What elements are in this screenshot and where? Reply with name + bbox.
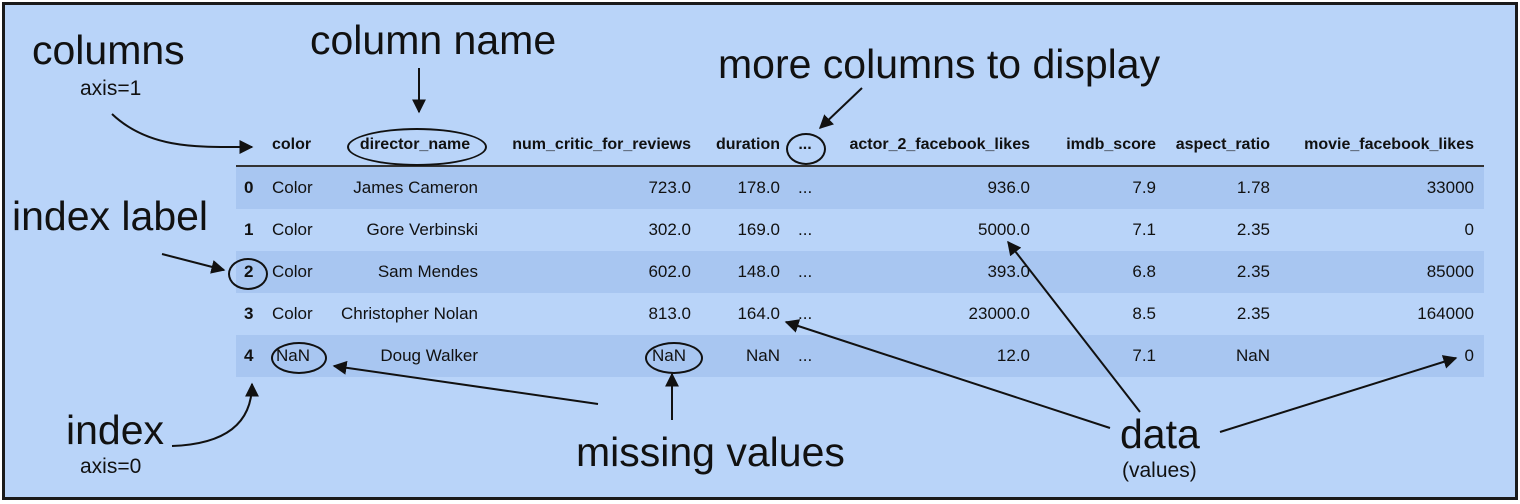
table-cell: ... bbox=[798, 220, 813, 239]
data-label: data bbox=[1120, 411, 1200, 457]
data-arrow-actor-likes bbox=[1007, 240, 1141, 413]
table-cell: ... bbox=[798, 346, 813, 365]
row-index: 0 bbox=[244, 178, 254, 197]
table-cell: Doug Walker bbox=[380, 346, 478, 365]
table-header-row: color director_name num_critic_for_revie… bbox=[236, 125, 1484, 167]
data-values-label: (values) bbox=[1122, 459, 1197, 482]
header-ellipsis: ... bbox=[798, 136, 812, 153]
table-cell: Sam Mendes bbox=[377, 262, 478, 281]
table-cell: 7.9 bbox=[1132, 178, 1156, 197]
table-cell: 302.0 bbox=[648, 220, 691, 239]
missing-values-label: missing values bbox=[576, 429, 845, 475]
table-cell: ... bbox=[798, 178, 813, 197]
table-cell: NaN bbox=[276, 346, 311, 365]
index-label-arrow bbox=[161, 253, 226, 274]
table-cell: 602.0 bbox=[648, 262, 691, 281]
table-cell: 2.35 bbox=[1236, 262, 1270, 281]
table-row: 4 NaN Doug Walker NaN NaN ... 12.0 7.1 N… bbox=[236, 335, 1484, 377]
index-axis-label: axis=0 bbox=[80, 455, 142, 478]
missing-values-arrow-left bbox=[332, 360, 599, 405]
index-label-label: index label bbox=[12, 193, 209, 239]
table-row: 1 Color Gore Verbinski 302.0 169.0 ... 5… bbox=[236, 209, 1484, 251]
table-cell: 0 bbox=[1464, 220, 1474, 239]
table-row: 3 Color Christopher Nolan 813.0 164.0 ..… bbox=[236, 293, 1484, 335]
table-cell: ... bbox=[798, 304, 813, 323]
table-cell: ... bbox=[798, 262, 813, 281]
table-cell: NaN bbox=[745, 346, 780, 365]
table-cell: 2.35 bbox=[1236, 304, 1270, 323]
table-cell: 6.8 bbox=[1132, 262, 1156, 281]
table-cell: 33000 bbox=[1426, 178, 1474, 197]
table-cell: 813.0 bbox=[648, 304, 691, 323]
dataframe-table: color director_name num_critic_for_revie… bbox=[236, 125, 1484, 377]
table-cell: Color bbox=[272, 262, 313, 281]
data-arrow-duration bbox=[784, 319, 1111, 429]
table-cell: 169.0 bbox=[737, 220, 780, 239]
table-cell: Color bbox=[272, 178, 313, 197]
header-duration: duration bbox=[716, 136, 780, 153]
table-cell: Christopher Nolan bbox=[340, 304, 478, 323]
table-cell: Color bbox=[272, 304, 313, 323]
table-cell: 723.0 bbox=[648, 178, 691, 197]
header-num-critic-for-reviews: num_critic_for_reviews bbox=[512, 136, 691, 153]
table-cell: 1.78 bbox=[1236, 178, 1270, 197]
table-row: 2 Color Sam Mendes 602.0 148.0 ... 393.0… bbox=[236, 251, 1484, 293]
header-imdb-score: imdb_score bbox=[1066, 136, 1156, 153]
row-index: 4 bbox=[244, 346, 254, 365]
row-index: 3 bbox=[244, 304, 254, 323]
table-cell: 164000 bbox=[1417, 304, 1474, 323]
column-name-label: column name bbox=[310, 17, 557, 63]
table-cell: 0 bbox=[1464, 346, 1474, 365]
table-cell: 85000 bbox=[1426, 262, 1474, 281]
table-cell: 7.1 bbox=[1132, 220, 1156, 239]
table-cell: 393.0 bbox=[987, 262, 1030, 281]
table-cell: Gore Verbinski bbox=[366, 220, 479, 239]
table-cell: 2.35 bbox=[1236, 220, 1270, 239]
table-cell: 8.5 bbox=[1132, 304, 1156, 323]
table-cell: NaN bbox=[651, 346, 686, 365]
index-arrow bbox=[171, 382, 259, 447]
table-cell: James Cameron bbox=[353, 178, 478, 197]
columns-axis-label: axis=1 bbox=[80, 77, 142, 100]
table-cell: 178.0 bbox=[737, 178, 780, 197]
table-cell: 23000.0 bbox=[968, 304, 1030, 323]
table-cell: 148.0 bbox=[737, 262, 780, 281]
data-arrow-movie-likes bbox=[1219, 355, 1458, 433]
table-cell: 164.0 bbox=[737, 304, 780, 323]
columns-label: columns bbox=[32, 27, 185, 73]
row-index: 2 bbox=[244, 262, 254, 281]
row-index: 1 bbox=[244, 220, 254, 239]
header-movie-facebook-likes: movie_facebook_likes bbox=[1304, 136, 1474, 153]
index-annotation-label: index bbox=[66, 407, 165, 453]
table-cell: 5000.0 bbox=[978, 220, 1030, 239]
table-cell: Color bbox=[272, 220, 313, 239]
columns-arrow bbox=[111, 113, 254, 155]
table-cell: 936.0 bbox=[987, 178, 1030, 197]
table-cell: NaN bbox=[1235, 346, 1270, 365]
header-actor-2-facebook-likes: actor_2_facebook_likes bbox=[849, 136, 1030, 153]
header-director-name: director_name bbox=[359, 136, 471, 153]
more-columns-label: more columns to display bbox=[718, 41, 1161, 87]
header-color: color bbox=[272, 136, 312, 153]
header-aspect-ratio: aspect_ratio bbox=[1175, 136, 1270, 153]
more-columns-arrow bbox=[818, 87, 863, 129]
table-cell: 12.0 bbox=[996, 346, 1030, 365]
table-cell: 7.1 bbox=[1132, 346, 1156, 365]
table-row: 0 Color James Cameron 723.0 178.0 ... 93… bbox=[236, 167, 1484, 209]
